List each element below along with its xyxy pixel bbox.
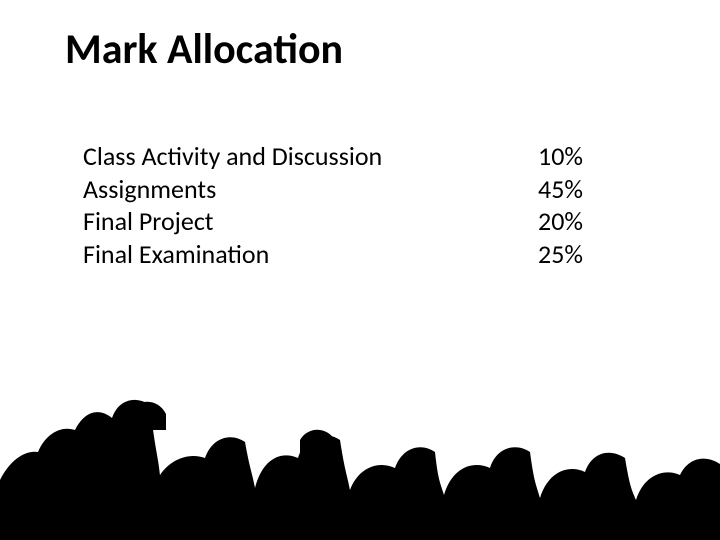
item-value: 45% (513, 173, 583, 206)
item-value: 20% (513, 205, 583, 238)
item-label: Final Examination (83, 238, 269, 271)
item-value: 25% (513, 238, 583, 271)
slide: Mark Allocation Class Activity and Discu… (0, 0, 720, 540)
allocation-list: Class Activity and Discussion 10% Assign… (83, 140, 583, 270)
item-label: Class Activity and Discussion (83, 140, 382, 173)
list-item: Class Activity and Discussion 10% (83, 140, 583, 173)
item-label: Assignments (83, 173, 216, 206)
list-item: Final Project 20% (83, 205, 583, 238)
item-label: Final Project (83, 205, 214, 238)
list-item: Assignments 45% (83, 173, 583, 206)
list-item: Final Examination 25% (83, 238, 583, 271)
page-title: Mark Allocation (65, 24, 343, 75)
crowd-silhouette-icon (0, 340, 720, 540)
item-value: 10% (513, 140, 583, 173)
